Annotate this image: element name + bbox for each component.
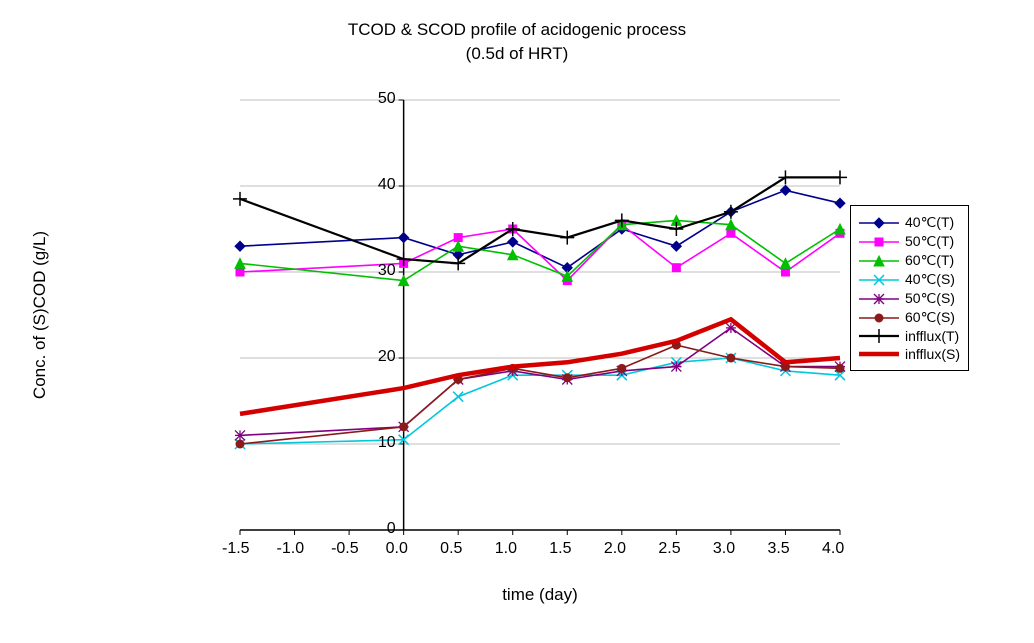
x-tick-label: 0.0	[386, 540, 408, 558]
legend-swatch	[859, 346, 899, 362]
y-tick-label: 10	[378, 434, 396, 452]
legend-swatch	[859, 215, 899, 231]
legend-swatch	[859, 310, 899, 326]
legend-label: 60℃(S)	[905, 309, 955, 326]
x-tick-label: 1.5	[549, 540, 571, 558]
legend-item: 50℃(T)	[859, 233, 960, 250]
legend-swatch	[859, 328, 899, 344]
x-tick-label: 1.0	[495, 540, 517, 558]
legend-swatch	[859, 291, 899, 307]
x-axis-label: time (day)	[0, 585, 1034, 605]
legend-item: infflux(S)	[859, 346, 960, 362]
x-tick-label: 0.5	[440, 540, 462, 558]
y-tick-label: 50	[378, 90, 396, 108]
x-tick-label: 3.0	[713, 540, 735, 558]
legend-item: 40℃(T)	[859, 214, 960, 231]
legend-item: 50℃(S)	[859, 290, 960, 307]
legend-label: infflux(S)	[905, 346, 960, 362]
x-tick-label: -1.5	[222, 540, 250, 558]
y-tick-label: 0	[387, 520, 396, 538]
legend-label: 40℃(T)	[905, 214, 954, 231]
legend-swatch	[859, 234, 899, 250]
x-tick-label: 4.0	[822, 540, 844, 558]
legend-label: 50℃(S)	[905, 290, 955, 307]
legend-swatch	[859, 253, 899, 269]
legend-item: 60℃(T)	[859, 252, 960, 269]
legend-item: 40℃(S)	[859, 271, 960, 288]
x-tick-label: -0.5	[331, 540, 359, 558]
y-tick-label: 40	[378, 176, 396, 194]
legend-item: 60℃(S)	[859, 309, 960, 326]
legend-label: 50℃(T)	[905, 233, 954, 250]
legend-label: infflux(T)	[905, 328, 959, 344]
legend: 40℃(T) 50℃(T) 60℃(T) 40℃(S) 50℃(S) 60℃(S) inff…	[850, 205, 969, 371]
legend-label: 60℃(T)	[905, 252, 954, 269]
x-tick-label: 2.0	[604, 540, 626, 558]
y-tick-label: 20	[378, 348, 396, 366]
y-tick-label: 30	[378, 262, 396, 280]
x-tick-label: -1.0	[277, 540, 305, 558]
chart-frame: TCOD & SCOD profile of acidogenic proces…	[0, 0, 1034, 643]
legend-swatch	[859, 272, 899, 288]
x-tick-label: 3.5	[767, 540, 789, 558]
legend-label: 40℃(S)	[905, 271, 955, 288]
y-axis-label: Conc. of (S)COD (g/L)	[30, 231, 50, 399]
x-tick-label: 2.5	[658, 540, 680, 558]
legend-item: infflux(T)	[859, 328, 960, 344]
